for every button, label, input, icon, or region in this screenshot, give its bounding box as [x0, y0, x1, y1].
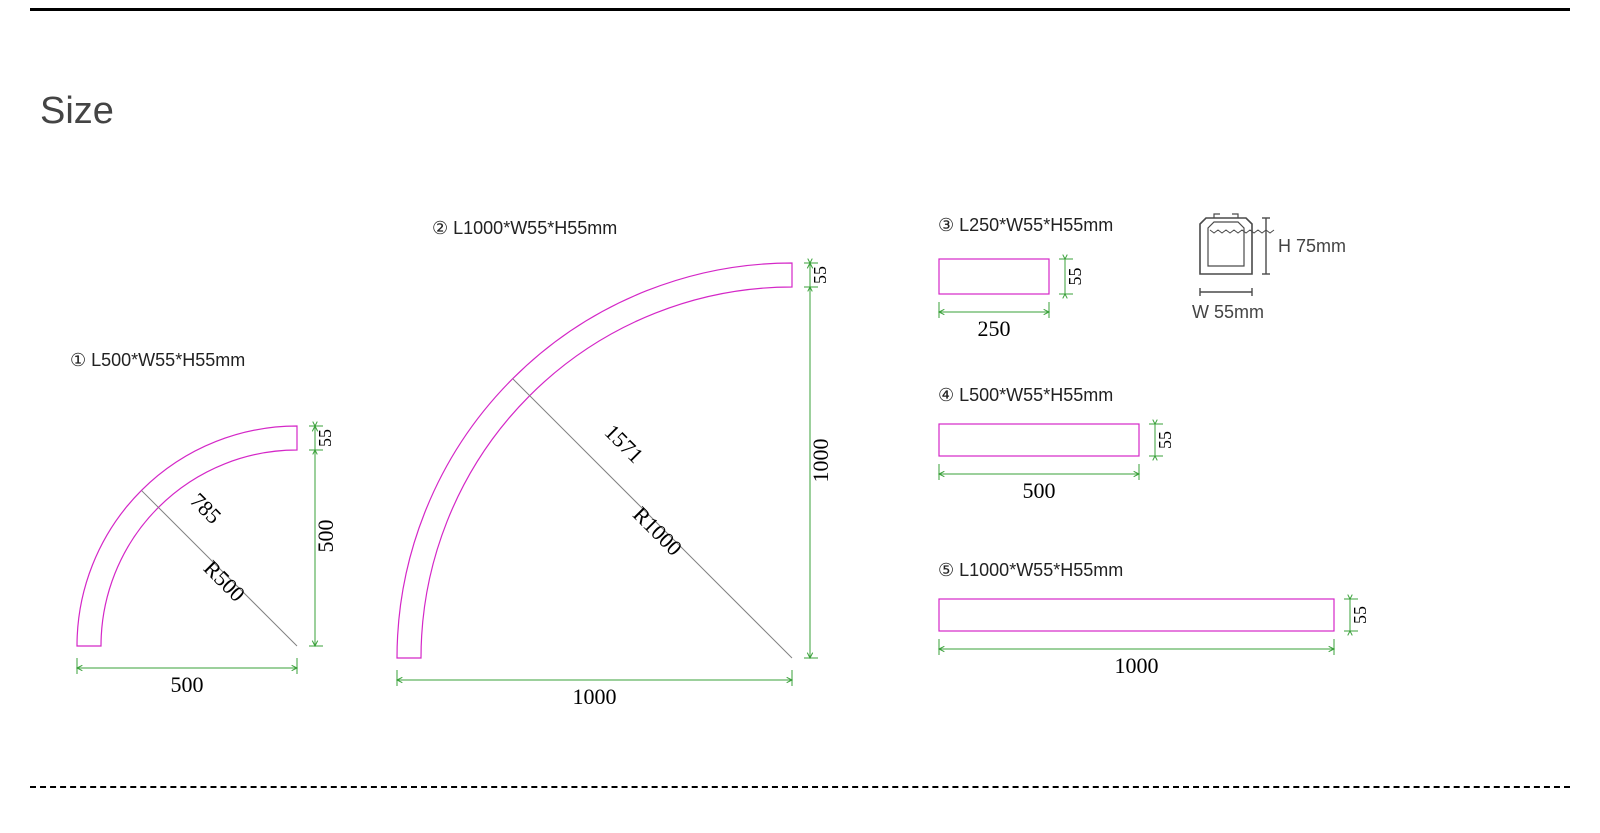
- svg-text:55: 55: [1350, 606, 1370, 624]
- arc2-drawing: R1000 1571 1000 55 1000: [385, 257, 880, 712]
- svg-text:500: 500: [313, 520, 338, 553]
- page-title: Size: [40, 90, 114, 133]
- svg-text:55: 55: [1155, 431, 1175, 449]
- svg-text:55: 55: [1065, 268, 1085, 286]
- svg-text:1000: 1000: [808, 439, 833, 483]
- svg-text:55: 55: [315, 429, 335, 447]
- arc1-drawing: R500 785 500 55 500: [65, 420, 385, 700]
- page-root: Size ① L500*W55*H55mm R500 785 500 55 500 ② …: [0, 0, 1600, 833]
- rect5-drawing: 1000 55: [935, 595, 1400, 682]
- bottom-rule: [30, 786, 1570, 788]
- top-rule: [30, 8, 1570, 11]
- svg-text:500: 500: [1023, 478, 1056, 503]
- rect4-caption: ④ L500*W55*H55mm: [938, 385, 1113, 406]
- svg-text:785: 785: [185, 488, 226, 529]
- rect3-caption: ③ L250*W55*H55mm: [938, 215, 1113, 236]
- rect3-drawing: 250 55: [935, 255, 1115, 345]
- svg-text:R1000: R1000: [628, 501, 687, 560]
- svg-text:1000: 1000: [573, 684, 617, 709]
- svg-text:500: 500: [171, 672, 204, 697]
- rect5-caption: ⑤ L1000*W55*H55mm: [938, 560, 1123, 581]
- profile-height-label: H 75mm: [1278, 236, 1346, 257]
- arc2-caption: ② L1000*W55*H55mm: [432, 218, 617, 239]
- svg-text:55: 55: [810, 266, 830, 284]
- rect4-drawing: 500 55: [935, 420, 1205, 507]
- arc1-caption: ① L500*W55*H55mm: [70, 350, 245, 371]
- profile-width-label: W 55mm: [1192, 302, 1264, 323]
- svg-text:250: 250: [978, 316, 1011, 341]
- svg-text:1000: 1000: [1115, 653, 1159, 678]
- svg-text:1571: 1571: [600, 419, 649, 468]
- svg-text:R500: R500: [199, 555, 250, 606]
